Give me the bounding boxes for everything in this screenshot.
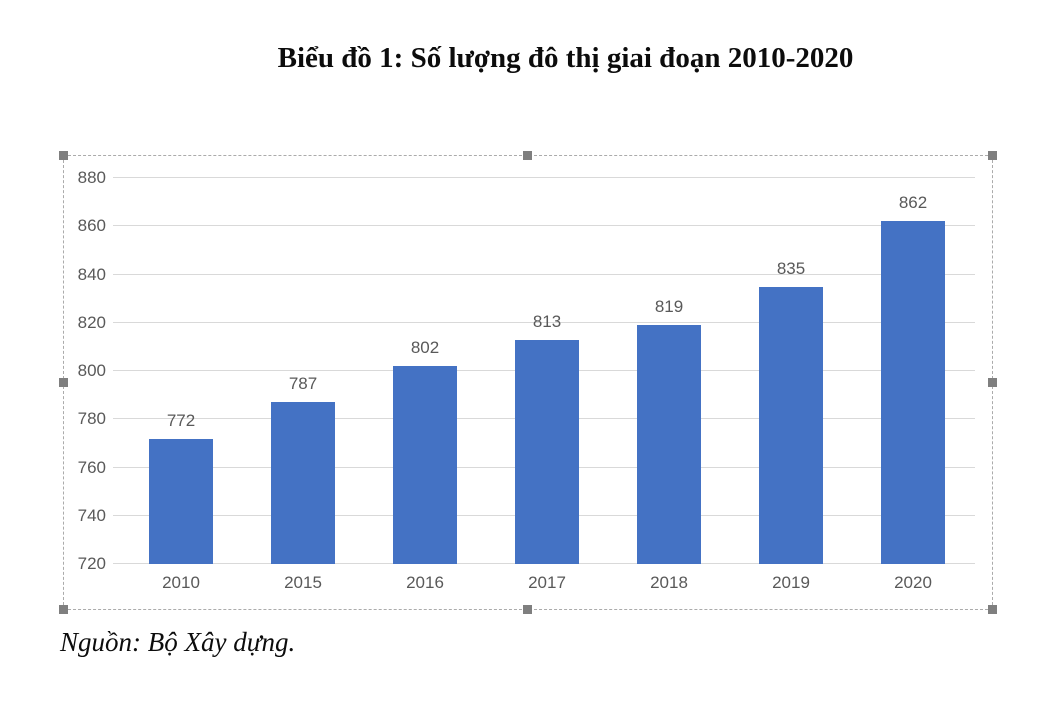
y-axis-tick-label-800: 800 xyxy=(77,361,106,380)
bar-2010[interactable] xyxy=(149,438,213,564)
data-label-2019: 835 xyxy=(776,258,806,278)
selection-handle-middle-right[interactable] xyxy=(988,377,997,387)
chart-plot-area: 720 740 760 780 800 820 840 860 880 772 2010 787 201… xyxy=(78,168,975,592)
y-axis-tick-label-840: 840 xyxy=(77,264,106,284)
gridline-860 xyxy=(113,225,975,227)
bar-2019[interactable] xyxy=(759,286,823,564)
x-axis-category-label-2015: 2015 xyxy=(284,573,322,592)
gridline-820 xyxy=(113,321,975,323)
bar-2016[interactable] xyxy=(393,366,457,564)
bar-2018[interactable] xyxy=(637,325,701,564)
y-axis-tick-label-880: 880 xyxy=(77,168,106,187)
data-label-2015: 787 xyxy=(288,374,318,394)
selection-handle-bottom-center[interactable] xyxy=(523,605,532,614)
source-note: Nguồn: Bộ Xây dựng. xyxy=(60,627,296,657)
data-label-2017: 813 xyxy=(532,311,562,331)
selection-handle-middle-left[interactable] xyxy=(59,377,68,387)
y-axis-tick-label-760: 760 xyxy=(77,457,106,477)
selection-handle-top-center[interactable] xyxy=(523,151,532,160)
selection-handle-bottom-left[interactable] xyxy=(59,605,68,614)
data-label-2010: 772 xyxy=(166,410,196,430)
selection-handle-top-right[interactable] xyxy=(988,151,997,160)
y-axis-tick-label-860: 860 xyxy=(77,216,106,236)
bar-2020[interactable] xyxy=(881,221,945,564)
gridline-840 xyxy=(113,273,975,275)
x-axis-category-label-2010: 2010 xyxy=(162,573,200,592)
chart-title: Biểu đồ 1: Số lượng đô thị giai đoạn 201… xyxy=(277,42,854,74)
selection-handle-bottom-right[interactable] xyxy=(988,605,997,614)
x-axis-category-label-2016: 2016 xyxy=(406,573,444,592)
gridline-880 xyxy=(113,177,975,178)
bar-2015[interactable] xyxy=(271,402,335,564)
y-axis-tick-label-820: 820 xyxy=(77,312,106,332)
data-label-2020: 862 xyxy=(898,193,928,213)
selection-handle-top-left[interactable] xyxy=(59,151,68,160)
y-axis-tick-label-720: 720 xyxy=(77,554,106,573)
x-axis-category-label-2017: 2017 xyxy=(528,573,566,592)
data-label-2016: 802 xyxy=(410,338,440,358)
y-axis-tick-label-740: 740 xyxy=(77,505,106,525)
data-label-2018: 819 xyxy=(654,297,684,317)
y-axis-tick-label-780: 780 xyxy=(77,409,106,429)
x-axis-category-label-2019: 2019 xyxy=(772,573,810,592)
x-axis-category-label-2020: 2020 xyxy=(894,573,932,592)
x-axis-category-label-2018: 2018 xyxy=(650,573,688,592)
chart-object[interactable]: 720 740 760 780 800 820 840 860 880 772 2010 787 201… xyxy=(59,151,997,614)
bar-2017[interactable] xyxy=(515,339,579,564)
